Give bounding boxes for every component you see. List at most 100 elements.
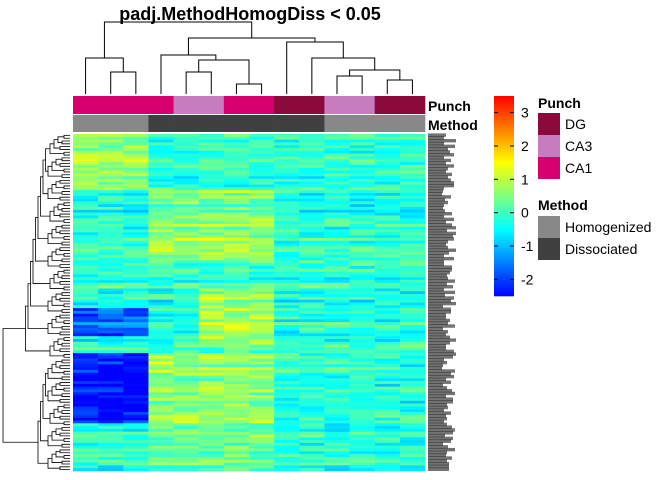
heatmap-cell [73,403,99,407]
row-label [428,254,444,258]
heatmap-cell [324,187,350,191]
heatmap-cell [223,381,250,385]
row-label [428,231,456,236]
heatmap-cell [399,392,426,396]
heatmap-cell [324,280,350,284]
heatmap-cell [399,389,426,393]
heatmap-cell [173,350,200,354]
heatmap-cell [249,296,275,300]
heatmap-cell [148,442,174,447]
heatmap-cell [173,282,200,286]
heatmap-cell [173,417,200,421]
heatmap-cell [399,170,426,174]
heatmap-cell [399,462,426,466]
heatmap-cell [173,142,200,146]
heatmap-cell [98,285,124,289]
heatmap-cell [274,184,300,188]
heatmap-cell [274,456,300,461]
heatmap-cell [249,254,275,258]
heatmap-cell [349,378,376,382]
heatmap-cell [98,386,124,390]
colorbar-segment [494,104,514,107]
heatmap-cell [223,201,250,205]
row-label [428,417,447,421]
heatmap-cell [249,465,275,469]
colorbar-segment [494,148,514,151]
heatmap-cell [223,319,250,323]
heatmap-cell [173,209,200,213]
dendrogram-branch [59,179,70,184]
heatmap-cell [198,336,225,340]
heatmap-cell [299,417,325,421]
heatmap-cell [299,190,325,194]
heatmap-cell [399,361,426,365]
heatmap-cell [198,285,225,289]
heatmap-cell [173,254,200,258]
heatmap-cell [374,142,401,146]
heatmap-cell [148,198,174,202]
dendrogram-branch [57,271,64,278]
heatmap-cell [123,249,149,253]
heatmap-cell [148,451,174,455]
heatmap-cell [223,350,250,354]
heatmap-cell [123,187,149,191]
heatmap-cell [299,330,325,334]
heatmap-cell [148,409,174,413]
heatmap-cell [274,167,300,171]
heatmap-cell [399,344,426,348]
heatmap-cell [349,336,376,340]
dendrogram-branch [42,384,50,419]
heatmap-cell [148,364,174,368]
colorbar-segment [494,152,514,155]
heatmap-cell [299,378,325,382]
heatmap-cell [399,426,426,430]
heatmap-cell [198,308,225,312]
heatmap-cell [173,178,200,183]
heatmap-cell [198,386,225,390]
heatmap-cell [299,445,325,449]
heatmap-cell [274,431,300,435]
dendrogram-branch [63,455,70,459]
heatmap-cell [324,426,350,430]
dendrogram-branch [61,443,70,448]
heatmap-cell [324,294,350,298]
heatmap-cell [324,327,350,331]
heatmap-cell [399,291,426,295]
heatmap-cell [148,291,174,295]
row-label [428,186,444,191]
heatmap-cell [123,344,149,348]
heatmap-cell [399,367,426,371]
heatmap-cell [223,271,250,275]
heatmap-cell [148,207,174,211]
heatmap-cell [173,139,200,143]
row-label [428,271,450,275]
heatmap-cell [299,347,325,351]
heatmap-cell [223,445,250,449]
heatmap-cell [349,302,376,306]
row-label [428,212,452,216]
heatmap-cell [198,428,225,432]
row-label [428,136,444,140]
heatmap-cell [274,339,300,343]
heatmap-cell [98,274,124,278]
colorbar-segment [494,236,514,239]
heatmap-cell [198,296,225,300]
heatmap-cell [399,431,426,435]
heatmap-cell [349,235,376,239]
heatmap-cell [123,322,149,326]
heatmap-cell [148,229,174,233]
heatmap-cell [98,400,124,404]
heatmap-cell [349,187,376,191]
heatmap-cell [349,423,376,427]
heatmap-cell [173,221,200,225]
heatmap-cell [249,462,275,466]
heatmap-cell [399,299,426,303]
heatmap-cell [374,167,401,171]
heatmap-cell [399,414,426,418]
heatmap-cell [73,201,99,205]
heatmap-cell [249,265,275,270]
heatmap-cell [123,386,149,390]
row-label [428,332,446,337]
heatmap-cell [274,187,300,191]
heatmap-cell [249,324,275,329]
